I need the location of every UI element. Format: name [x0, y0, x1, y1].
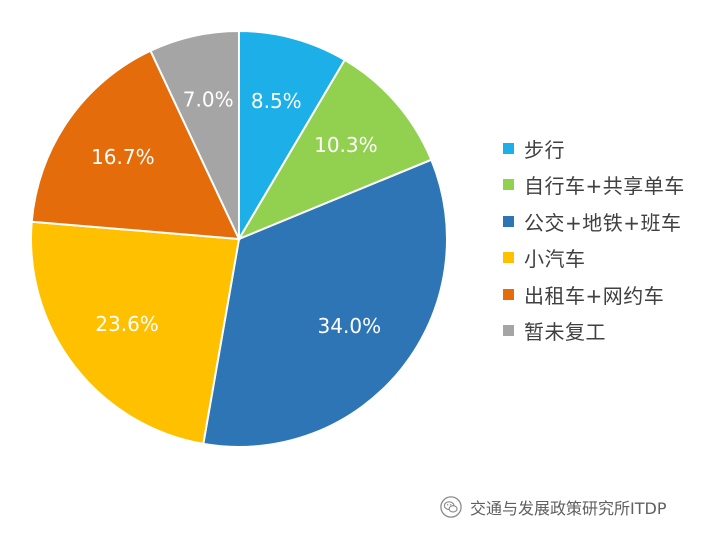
slice-value-label: 7.0%	[183, 87, 234, 111]
legend-label: 出租车+网约车	[524, 283, 665, 308]
pie-data-labels: 8.5% 10.3% 34.0% 23.6% 16.7% 7.0%	[91, 87, 381, 338]
legend-swatch	[503, 252, 514, 264]
slice-value-label: 10.3%	[314, 133, 378, 157]
pie-slice	[30, 49, 241, 241]
legend-swatch	[503, 325, 514, 337]
legend-item: 步行	[503, 130, 703, 167]
watermark-text: 交通与发展政策研究所ITDP	[470, 499, 667, 518]
legend-item: 自行车+共享单车	[503, 167, 703, 204]
legend-label: 自行车+共享单车	[524, 174, 685, 199]
legend-label: 小汽车	[524, 247, 586, 272]
legend-item: 暂未复工	[503, 313, 703, 350]
slice-value-label: 34.0%	[318, 314, 382, 338]
legend-item: 出租车+网约车	[503, 276, 703, 313]
slice-value-label: 8.5%	[251, 89, 302, 113]
legend-swatch	[503, 215, 514, 227]
pie-slices	[30, 29, 448, 448]
wechat-icon	[440, 496, 462, 518]
slice-value-label: 23.6%	[95, 312, 159, 336]
legend-item: 公交+地铁+班车	[503, 203, 703, 240]
legend-swatch	[503, 142, 514, 154]
slice-value-label: 16.7%	[91, 145, 155, 169]
pie-slice	[238, 29, 347, 243]
pie-slice	[30, 220, 241, 446]
legend-swatch	[503, 288, 514, 300]
legend-label: 步行	[524, 137, 565, 162]
legend-swatch	[503, 179, 514, 191]
watermark: 交通与发展政策研究所ITDP	[440, 495, 666, 519]
chart-legend: 步行自行车+共享单车 公交+地铁+班车 小汽车出租车+网约车 暂未复工	[503, 130, 703, 349]
pie-slice	[202, 158, 448, 448]
pie-slice	[149, 29, 240, 240]
legend-label: 暂未复工	[524, 320, 606, 345]
legend-label: 公交+地铁+班车	[524, 210, 682, 235]
legend-item: 小汽车	[503, 240, 703, 277]
pie-slice	[236, 58, 433, 242]
